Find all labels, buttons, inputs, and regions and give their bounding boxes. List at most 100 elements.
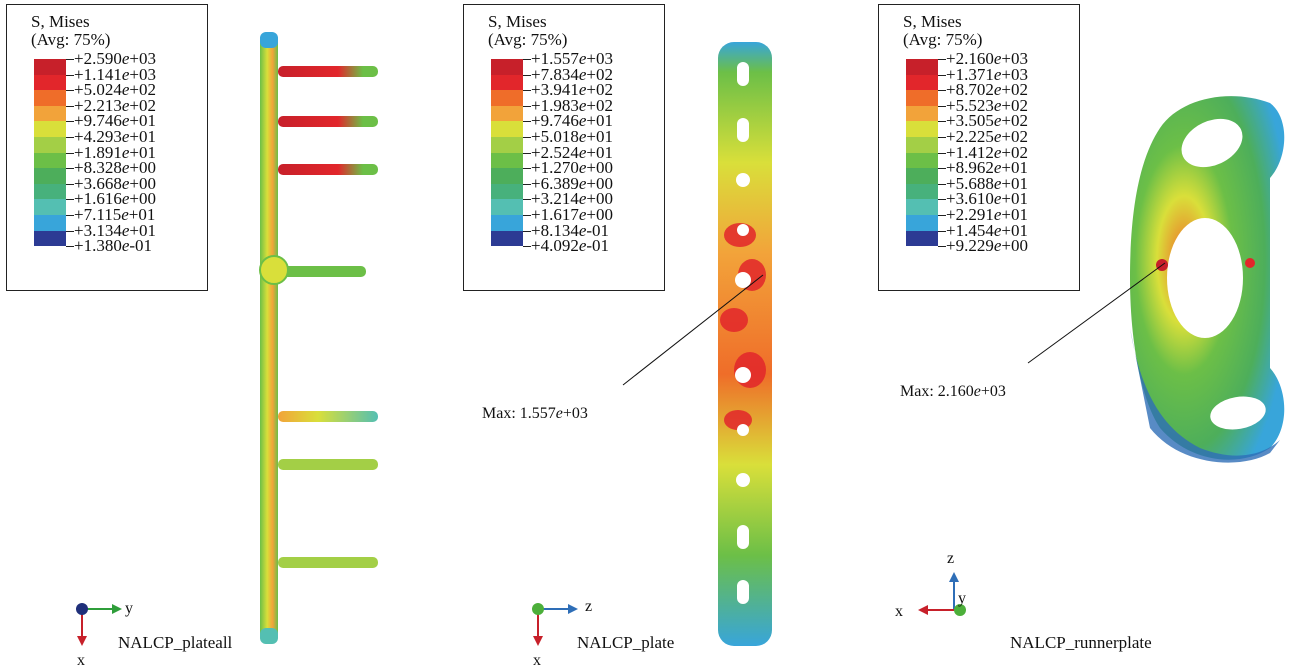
legend-tick [938, 230, 946, 232]
legend-panel-3: S, Mises (Avg: 75%) +2.160e+03 +1.371e+03… [878, 4, 1080, 291]
legend-tick [66, 121, 74, 123]
legend-value: +1.454e+01 [946, 220, 1028, 240]
axis-x-label: x [895, 603, 903, 620]
legend-swatch [906, 121, 938, 137]
legend-value: +2.160e+03 [946, 49, 1028, 68]
legend-swatch [491, 105, 523, 122]
legend-value: +2.291e+01 [946, 205, 1028, 224]
legend-swatch [906, 90, 938, 106]
max-label: Max: 1.557e+03 [482, 405, 588, 422]
legend-value: +6.389e+00 [531, 173, 613, 193]
model-name: NALCP_runnerplate [1010, 633, 1152, 652]
legend-value: +5.688e+01 [946, 173, 1028, 193]
legend-tick [523, 199, 531, 201]
legend-value: +3.941e+02 [531, 80, 613, 100]
legend-value: +3.134e+01 [74, 220, 156, 240]
legend-swatch [906, 74, 938, 91]
axis-y-label: y [958, 590, 966, 607]
legend-value: +2.225e+02 [946, 127, 1028, 146]
legend-swatch [34, 121, 66, 137]
legend-value: +3.610e+01 [946, 189, 1028, 209]
legend-swatch [906, 152, 938, 169]
axis-y-label: y [125, 600, 133, 617]
legend-tick [523, 215, 531, 216]
legend-value: +7.834e+02 [531, 64, 613, 84]
legend-swatch [491, 121, 523, 137]
legend-title-line2: (Avg: 75%) [31, 30, 111, 49]
legend-swatch [906, 168, 938, 184]
legend-swatch [906, 199, 938, 215]
color-scale: +1.557e+03 +7.834e+02 +3.941e+02 +1.983e+02… [491, 49, 664, 254]
legend-tick [523, 90, 531, 92]
model-plate [718, 42, 772, 646]
legend-value: +8.134e-01 [531, 220, 610, 240]
legend-value: +1.616e+00 [74, 189, 156, 209]
legend-swatch [34, 59, 66, 75]
legend-value: +8.328e+00 [74, 158, 156, 178]
legend-tick [66, 183, 74, 185]
axis-z-label: z [585, 598, 593, 615]
legend-tick [523, 121, 531, 123]
legend-value: +1.371e+03 [946, 64, 1028, 84]
legend-value: +2.213e+02 [74, 95, 156, 115]
legend-tick [66, 246, 74, 248]
legend-swatch [906, 59, 938, 75]
legend-swatch [34, 168, 66, 184]
legend-panel-1: S, Mises (Avg: 75%) +2.590e+03 +1.141e+03… [6, 4, 208, 291]
legend-value: +5.024e+02 [74, 80, 156, 100]
legend-tick [66, 90, 74, 92]
legend-value: +1.983e+02 [531, 95, 613, 115]
legend-swatch [34, 105, 66, 122]
legend-value: +5.523e+02 [946, 95, 1028, 115]
legend-panel-2: S, Mises (Avg: 75%) +1.557e+03 +7.834e+02… [463, 4, 665, 291]
legend-tick [938, 59, 946, 60]
legend-title-line1: S, Mises [31, 12, 90, 31]
legend-tick [66, 74, 74, 76]
legend-swatch [491, 74, 523, 91]
legend-swatch [906, 105, 938, 122]
model-name: NALCP_plateall [118, 633, 233, 652]
legend-value: +1.380e-01 [74, 236, 153, 256]
legend-swatch [491, 215, 523, 231]
color-scale: +2.590e+03 +1.141e+03 +5.024e+02 +2.213e+02… [34, 49, 207, 254]
legend-title: S, Mises (Avg: 75%) [488, 13, 664, 49]
legend-swatch [906, 230, 938, 247]
max-label: Max: 2.160e+03 [900, 383, 1006, 400]
legend-tick [523, 105, 531, 107]
legend-swatch [34, 215, 66, 231]
legend-value: +9.746e+01 [531, 111, 613, 131]
legend-tick [938, 152, 946, 154]
axis-triad-2 [532, 603, 578, 646]
axis-x-label: x [77, 652, 85, 669]
legend-swatch [34, 199, 66, 215]
legend-value: +1.557e+03 [531, 49, 613, 68]
model-runnerplate [1130, 96, 1285, 463]
legend-swatch [491, 183, 523, 200]
max-leader-line-3 [1027, 262, 1166, 364]
legend-tick [523, 230, 531, 232]
legend-tick [523, 168, 531, 170]
legend-tick [938, 183, 946, 185]
legend-swatch [491, 230, 523, 247]
legend-value: +2.524e+01 [531, 142, 613, 162]
legend-tick [66, 199, 74, 201]
legend-value: +3.505e+02 [946, 111, 1028, 131]
legend-swatch [491, 168, 523, 184]
legend-swatch [491, 152, 523, 169]
legend-swatch [34, 137, 66, 153]
legend-tick [938, 105, 946, 107]
legend-title-line1: S, Mises [488, 12, 547, 31]
legend-value: +2.590e+03 [74, 49, 156, 68]
legend-swatch [906, 183, 938, 200]
legend-tick [523, 59, 531, 60]
legend-value: +4.092e-01 [531, 236, 610, 256]
legend-tick [523, 246, 531, 248]
legend-value: +3.668e+00 [74, 173, 156, 193]
legend-value: +4.293e+01 [74, 127, 156, 146]
legend-title: S, Mises (Avg: 75%) [31, 13, 207, 49]
legend-tick [66, 152, 74, 154]
model-plateall [259, 32, 378, 644]
axis-z-label: z [947, 550, 955, 567]
legend-tick [66, 59, 74, 60]
legend-value: +1.617e+00 [531, 205, 613, 224]
